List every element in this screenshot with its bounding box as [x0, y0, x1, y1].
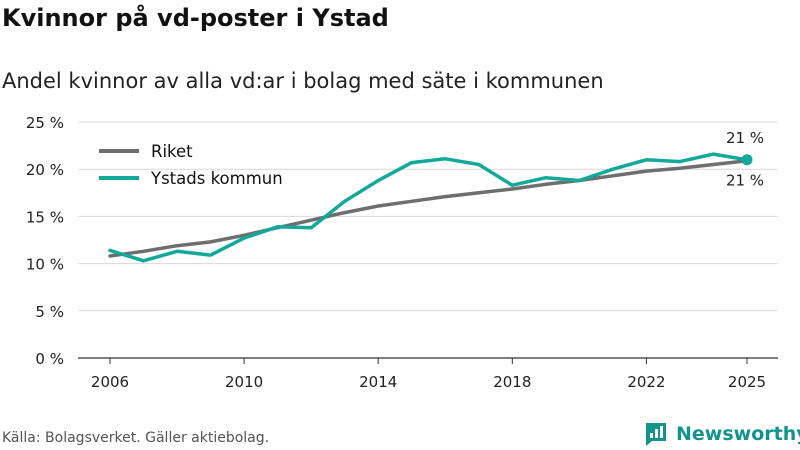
page-subtitle: Andel kvinnor av alla vd:ar i bolag med … — [2, 69, 604, 93]
legend-label: Riket — [151, 142, 193, 161]
data-label: 21 % — [726, 129, 764, 147]
y-tick-label: 25 % — [26, 114, 64, 132]
brand-name: Newsworthy — [676, 423, 800, 445]
newsworthy-logo-icon — [646, 423, 666, 446]
x-tick-label: 2022 — [627, 373, 665, 391]
x-tick-label: 2006 — [91, 373, 129, 391]
x-tick-label: 2010 — [225, 373, 263, 391]
series-line-ystads-kommun — [108, 152, 749, 263]
legend-label: Ystads kommun — [150, 169, 283, 188]
series-line-riket — [108, 158, 749, 258]
y-tick-label: 10 % — [26, 256, 64, 274]
source-note: Källa: Bolagsverket. Gäller aktiebolag. — [2, 430, 270, 446]
x-tick-label: 2025 — [728, 373, 766, 391]
series-end-point — [741, 154, 753, 166]
y-tick-label: 20 % — [26, 161, 64, 179]
y-tick-label: 0 % — [35, 350, 64, 368]
brand: Newsworthy — [644, 421, 800, 447]
data-label: 21 % — [726, 172, 764, 190]
y-tick-label: 15 % — [26, 208, 64, 226]
page-title: Kvinnor på vd-poster i Ystad — [2, 4, 389, 32]
y-tick-label: 5 % — [35, 303, 64, 321]
x-tick-label: 2014 — [359, 373, 397, 391]
x-tick-label: 2018 — [493, 373, 531, 391]
